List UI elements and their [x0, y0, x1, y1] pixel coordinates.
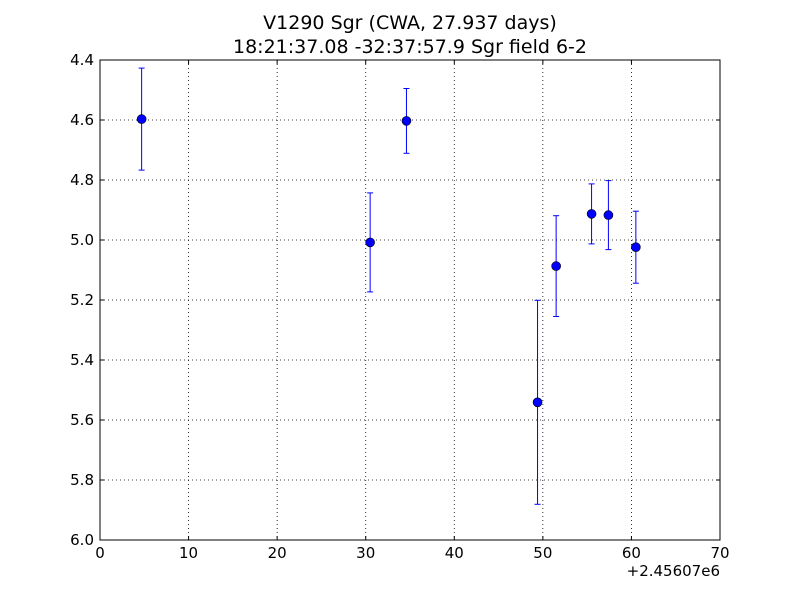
x-tick-label: 20 — [268, 544, 287, 562]
chart-title-line2: 18:21:37.08 -32:37:57.9 Sgr field 6-2 — [233, 36, 587, 58]
y-tick-label: 5.6 — [70, 411, 94, 429]
x-tick-label: 0 — [95, 544, 105, 562]
grid — [100, 60, 720, 540]
axis-ticks: 0 10 20 30 40 50 60 70 4.4 4.6 4.8 5.0 5.2 5.4 5.6 5.8 6… — [70, 51, 729, 562]
y-tick-label: 4.4 — [70, 51, 94, 69]
x-tick-label: 60 — [622, 544, 641, 562]
x-tick-label: 40 — [445, 544, 464, 562]
y-tick-label: 6.0 — [70, 531, 94, 549]
data-point — [401, 116, 412, 126]
error-bars — [138, 67, 639, 505]
x-offset-label: +2.45607e6 — [627, 562, 720, 580]
data-point — [136, 114, 147, 124]
data-point — [586, 209, 597, 219]
y-tick-label: 5.2 — [70, 291, 94, 309]
y-tick-label: 4.6 — [70, 111, 94, 129]
x-tick-label: 70 — [710, 544, 729, 562]
chart-title-line1: V1290 Sgr (CWA, 27.937 days) — [263, 12, 557, 34]
data-point — [603, 210, 614, 220]
plot-frame — [99, 59, 721, 541]
x-tick-label: 10 — [179, 544, 198, 562]
data-point — [551, 261, 561, 271]
y-tick-label: 5.8 — [70, 471, 94, 489]
x-tick-label: 30 — [356, 544, 375, 562]
data-point — [365, 237, 375, 248]
y-tick-label: 5.4 — [70, 351, 94, 369]
data-points — [136, 114, 641, 408]
y-tick-label: 5.0 — [70, 231, 94, 249]
data-point — [631, 242, 641, 252]
x-tick-label: 50 — [533, 544, 552, 562]
data-point — [532, 397, 543, 408]
y-tick-label: 4.8 — [70, 171, 94, 189]
